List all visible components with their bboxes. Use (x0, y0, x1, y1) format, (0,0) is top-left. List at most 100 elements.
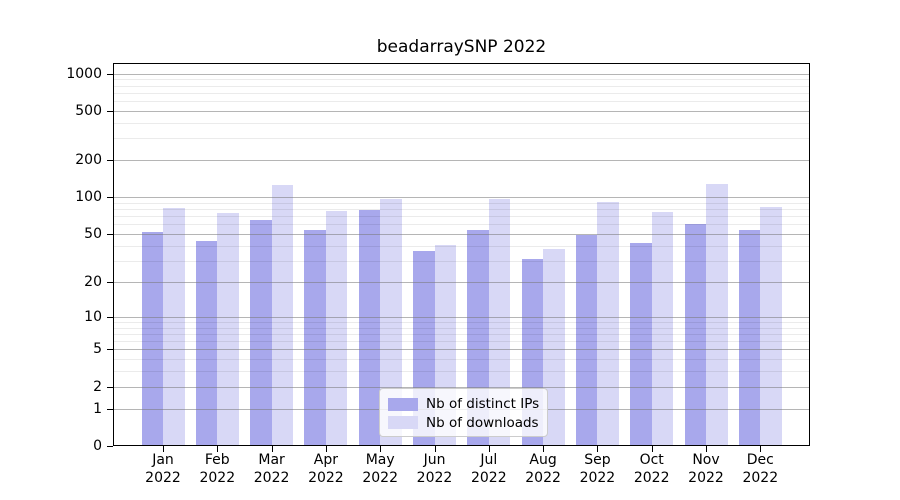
bar-downloads-Mar (271, 184, 294, 446)
x-tick-mark (543, 446, 545, 452)
bar-downloads-Jul (488, 199, 511, 446)
x-tick-month: Dec (746, 452, 774, 468)
gridline-major (113, 234, 810, 236)
gridline-minor (113, 224, 810, 226)
bar-distinct-ips-Apr (304, 230, 326, 446)
x-tick-label: Oct 2022 (619, 451, 685, 487)
gridline-minor (113, 138, 810, 140)
gridline-major (113, 349, 810, 351)
bar-distinct-ips-Mar (250, 220, 272, 446)
legend-item-distinct-ips: Nb of distinct IPs (388, 395, 539, 413)
x-tick-label: Mar 2022 (239, 451, 305, 487)
y-tick-mark (107, 408, 113, 410)
gridline-major (113, 316, 810, 318)
gridline-minor (113, 216, 810, 218)
gridline-minor (113, 327, 810, 329)
gridline-major (113, 160, 810, 162)
legend-label-distinct-ips: Nb of distinct IPs (426, 396, 540, 413)
bar-distinct-ips-Oct (630, 243, 652, 446)
bar-distinct-ips-Feb (195, 240, 218, 446)
gridline-minor (113, 359, 810, 361)
gridline-major (113, 110, 810, 112)
gridline-minor (113, 245, 810, 247)
x-tick-label: Sep 2022 (564, 451, 630, 487)
x-tick-label: Nov 2022 (673, 451, 739, 487)
x-tick-year: 2022 (742, 470, 779, 486)
bar-downloads-Aug (543, 248, 565, 446)
x-tick-mark (434, 446, 436, 452)
x-tick-month: Aug (529, 452, 557, 468)
x-tick-label: May 2022 (347, 451, 413, 487)
bar-downloads-May (380, 198, 402, 446)
bar-downloads-Jan (163, 208, 185, 446)
y-tick-label: 20 (84, 273, 102, 290)
y-tick-label: 5 (93, 341, 102, 358)
x-tick-month: Jun (423, 452, 446, 468)
gridline-major (113, 386, 810, 388)
x-tick-year: 2022 (525, 470, 561, 486)
y-tick-mark (107, 386, 113, 388)
x-tick-year: 2022 (633, 470, 670, 486)
x-tick-year: 2022 (362, 470, 398, 486)
y-tick-label: 1 (93, 400, 102, 417)
y-tick-label: 200 (75, 152, 102, 169)
x-tick-year: 2022 (145, 470, 181, 486)
x-tick-month: Nov (692, 452, 720, 468)
y-tick-label: 10 (84, 308, 102, 325)
y-tick-label: 1000 (66, 65, 102, 82)
x-tick-month: Jan (152, 452, 174, 468)
x-tick-year: 2022 (470, 470, 507, 486)
y-tick-label: 100 (75, 189, 102, 206)
y-tick-mark (107, 349, 113, 351)
x-tick-month: Sep (584, 452, 611, 468)
legend-swatch-distinct-ips (388, 397, 418, 411)
gridline-minor (113, 101, 810, 103)
gridline-minor (113, 85, 810, 87)
gridline-minor (113, 341, 810, 343)
x-tick-year: 2022 (199, 470, 236, 486)
x-tick-month: Oct (639, 452, 664, 468)
x-tick-label: Jun 2022 (402, 451, 468, 487)
x-tick-label: Aug 2022 (510, 451, 576, 487)
x-tick-mark (380, 446, 382, 452)
x-tick-mark (651, 446, 653, 452)
gridline-major (113, 197, 810, 199)
x-tick-year: 2022 (416, 470, 453, 486)
gridline-minor (113, 79, 810, 81)
x-tick-mark (163, 446, 164, 452)
y-tick-label: 50 (84, 226, 102, 243)
x-tick-mark (271, 446, 273, 452)
gridline-minor (113, 321, 810, 323)
x-tick-month: Apr (313, 452, 338, 468)
x-tick-mark (706, 446, 707, 452)
bar-downloads-Nov (706, 183, 728, 446)
y-tick-mark (107, 197, 113, 199)
y-tick-mark (107, 316, 113, 318)
bar-distinct-ips-Nov (684, 224, 706, 446)
x-tick-year: 2022 (308, 470, 344, 486)
bar-downloads-Feb (217, 212, 239, 446)
bar-downloads-Sep (597, 201, 619, 446)
x-tick-mark (325, 446, 327, 452)
y-tick-label: 2 (93, 378, 102, 395)
y-tick-mark (107, 234, 113, 236)
legend-item-downloads: Nb of downloads (388, 414, 539, 432)
y-tick-mark (107, 110, 113, 112)
gridline-major (113, 73, 810, 75)
bar-distinct-ips-Dec (738, 230, 761, 446)
gridline-minor (113, 260, 810, 262)
legend-label-downloads: Nb of downloads (426, 414, 539, 431)
y-tick-mark (107, 281, 113, 283)
x-tick-label: Feb 2022 (184, 451, 250, 487)
x-tick-label: Apr 2022 (293, 451, 359, 487)
bar-distinct-ips-Sep (575, 235, 598, 446)
x-tick-mark (488, 446, 490, 452)
chart-title: beadarraySNP 2022 (376, 37, 547, 57)
y-tick-mark (107, 160, 113, 162)
gridline-minor (113, 92, 810, 94)
gridline-minor (113, 202, 810, 204)
bar-downloads-Dec (760, 206, 782, 446)
legend-swatch-downloads (388, 416, 418, 430)
x-tick-year: 2022 (579, 470, 616, 486)
